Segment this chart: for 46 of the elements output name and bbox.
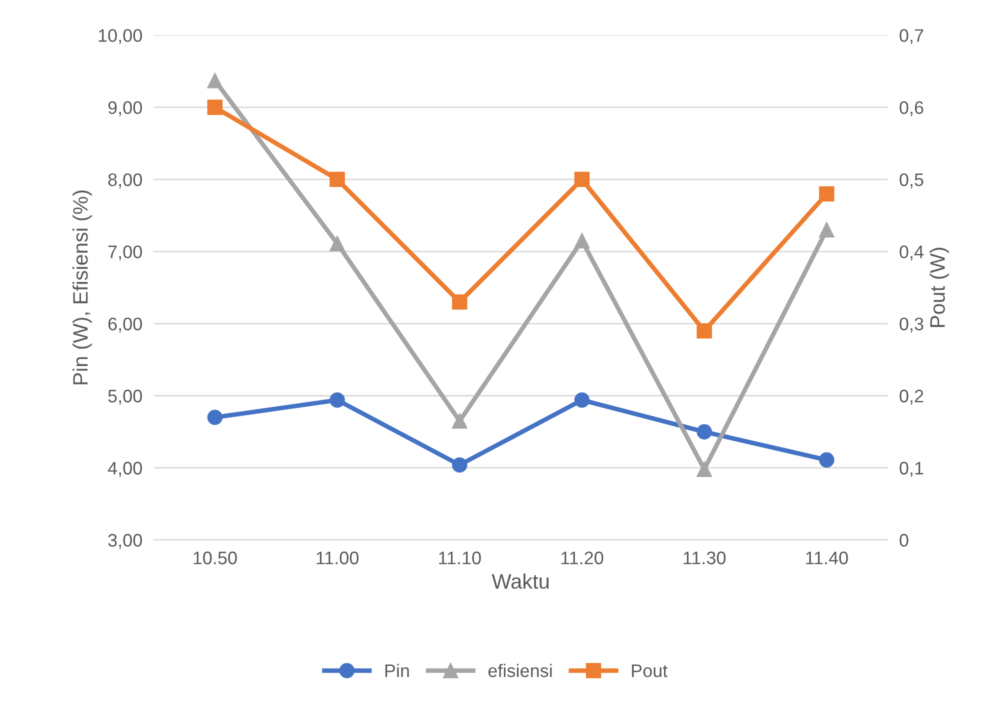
x-tick-label: 11.30 [684, 552, 726, 564]
y-tick-label: 3,00 [108, 534, 142, 549]
x-tick-label: 11.00 [316, 552, 358, 564]
legend-label: efisiensi [488, 664, 552, 678]
y-tick-label: 5,00 [108, 390, 142, 405]
point [207, 72, 223, 88]
x-tick-label: 10.50 [194, 552, 237, 564]
x-tick-label: 11.20 [561, 552, 604, 564]
legend-label: Pin [385, 664, 409, 677]
point [207, 100, 223, 115]
point [452, 457, 468, 473]
x-tick-label: 11.40 [806, 552, 848, 564]
y2-tick-label: 0,4 [900, 245, 924, 260]
point [452, 294, 468, 310]
y-tick-label: 10,00 [98, 29, 142, 44]
point [330, 172, 345, 188]
y-tick-label: 4,00 [108, 462, 142, 477]
y2-tick-label: 0,7 [900, 29, 924, 44]
y2-axis-title: Pout (W) [930, 248, 950, 327]
point [696, 424, 712, 440]
point [574, 172, 590, 188]
y-tick-label: 8,00 [108, 173, 142, 188]
point [696, 462, 712, 477]
y2-tick-label: 0,3 [900, 318, 924, 332]
y2-tick-label: 0 [900, 534, 908, 547]
point [330, 236, 345, 252]
point [330, 392, 345, 408]
y2-tick-label: 0,6 [900, 101, 924, 116]
x-axis-title: Waktu [492, 573, 549, 589]
point [819, 186, 834, 202]
point [207, 410, 223, 426]
y2-tick-label: 0,1 [900, 462, 924, 477]
y-axis-title: Pin (W), Efisiensi (%) [72, 190, 92, 384]
point [574, 233, 590, 248]
y-tick-label: 9,00 [108, 101, 142, 116]
y2-tick-label: 0,5 [900, 173, 924, 188]
y-tick-label: 6,00 [108, 318, 142, 332]
y-tick-label: 7,00 [108, 245, 142, 260]
legend-label: Pout [632, 664, 668, 678]
y2-tick-label: 0,2 [900, 390, 924, 405]
point [819, 452, 834, 468]
x-tick-label: 11.10 [439, 552, 481, 564]
point [819, 222, 834, 238]
point [696, 323, 712, 338]
point [574, 392, 590, 408]
point [452, 413, 468, 429]
